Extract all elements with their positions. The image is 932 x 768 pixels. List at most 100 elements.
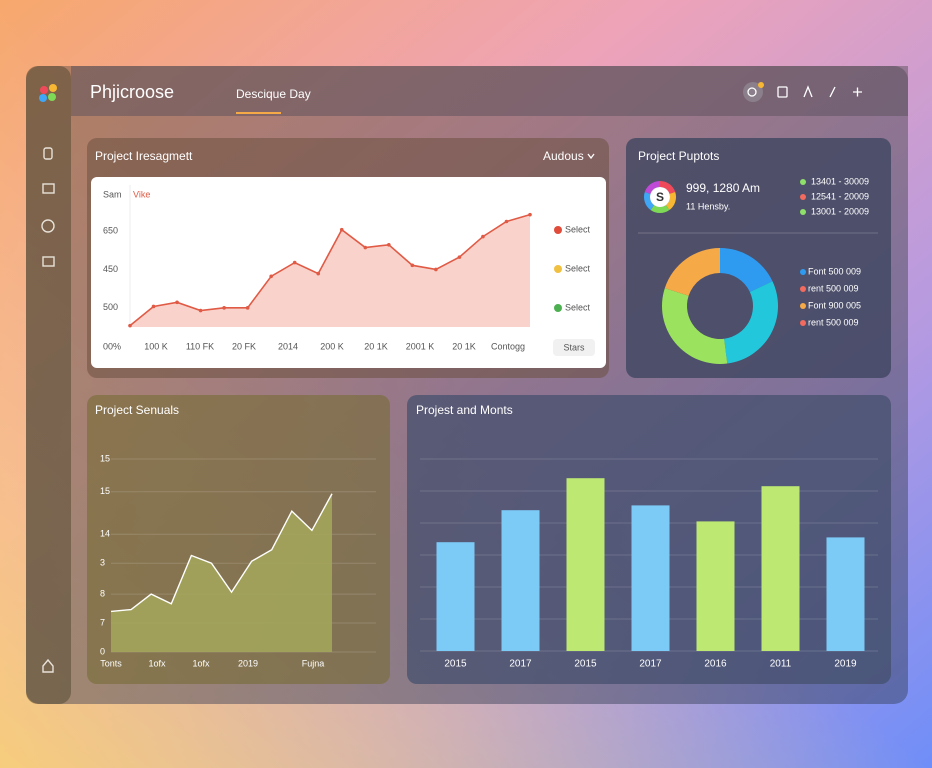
- header-icons[interactable]: [743, 82, 862, 102]
- line-point: [339, 227, 344, 232]
- line-point: [245, 306, 250, 310]
- line-point: [504, 219, 509, 224]
- x-tick-label: Tonts: [100, 658, 122, 668]
- line-area: [130, 214, 530, 327]
- x-tick-label: 20 1K: [452, 341, 476, 351]
- range-label: 13001 - 20009: [811, 206, 869, 216]
- x-tick-label: 2011: [770, 659, 792, 670]
- line-point: [316, 271, 321, 276]
- legend-dot: [554, 304, 562, 312]
- bar: [566, 478, 605, 651]
- legend-label: Font 900 005: [808, 300, 861, 310]
- range-label: 13401 - 30009: [811, 176, 869, 186]
- panel-title: Project Puptots: [638, 149, 719, 163]
- line-point: [363, 245, 368, 250]
- legend-label: Font 500 009: [808, 266, 861, 276]
- line-point: [222, 306, 226, 310]
- header-bar: [71, 66, 908, 116]
- donut-segment: [662, 288, 728, 364]
- x-tick-label: 2014: [278, 341, 298, 351]
- legend-dot: [800, 303, 806, 309]
- x-tick-label: Contogg: [491, 341, 525, 351]
- sidebar: [26, 66, 71, 704]
- line-point: [151, 304, 156, 309]
- panel: [626, 138, 891, 378]
- x-tick-label: 1ofx: [192, 658, 210, 668]
- line-point: [410, 263, 415, 268]
- legend-dot: [554, 265, 562, 273]
- y-tick-label: 0: [100, 646, 105, 656]
- x-tick-label: 2017: [639, 659, 662, 670]
- legend-dot: [800, 286, 806, 292]
- y-tick-label: 14: [100, 529, 110, 539]
- dropdown-caret[interactable]: [587, 153, 595, 160]
- bar: [696, 521, 735, 651]
- line-point: [528, 212, 532, 217]
- donut-segment: [720, 248, 773, 292]
- logo-core: [650, 187, 670, 207]
- y-tick-label: 450: [103, 264, 118, 274]
- area: [111, 493, 332, 652]
- x-tick-label: 2016: [704, 659, 727, 670]
- legend-dot: [800, 269, 806, 275]
- x-tick-label: 20 FK: [232, 341, 256, 351]
- y-tick-label: 650: [103, 225, 118, 235]
- x-tick-label: Fujna: [302, 658, 325, 668]
- y-tick-label: 7: [100, 617, 105, 627]
- legend-label: Vike: [133, 189, 150, 199]
- x-tick-label: 100 K: [144, 341, 168, 351]
- app-logo: [39, 84, 57, 102]
- line-point: [175, 300, 179, 305]
- legend-label: Select: [565, 263, 591, 273]
- x-tick-label: 2017: [509, 659, 532, 670]
- x-tick-label: 2019: [238, 658, 258, 668]
- line-point: [434, 267, 438, 272]
- y-tick-label: 3: [100, 558, 105, 568]
- brand-name: Phjicroose: [90, 82, 174, 102]
- y-tick-label: 500: [103, 302, 118, 312]
- x-tick-label: 2015: [574, 659, 597, 670]
- range-dot: [800, 209, 806, 215]
- line-point: [269, 274, 273, 279]
- donut-segment: [724, 281, 779, 364]
- legend-label: Select: [565, 302, 591, 312]
- stat-sub: 11 Hensby.: [686, 201, 730, 211]
- line-point: [198, 308, 203, 313]
- x-tick-label: 2001 K: [406, 341, 435, 351]
- line-point: [457, 255, 462, 259]
- nav-tab[interactable]: Descique Day: [236, 87, 311, 101]
- bar: [501, 510, 540, 651]
- y-tick-label: 15: [100, 486, 110, 496]
- x-tick-label: 110 FK: [186, 341, 214, 351]
- dropdown[interactable]: Audous: [543, 149, 584, 163]
- button[interactable]: [553, 339, 595, 356]
- panel-title: Project Iresagmett: [95, 149, 193, 163]
- panel-title: Project Senuals: [95, 403, 179, 417]
- button-label[interactable]: Stars: [563, 342, 585, 352]
- legend-dot: [554, 226, 562, 234]
- logo-letter: S: [656, 190, 664, 204]
- legend-label: Sam: [103, 189, 122, 199]
- area-line: [110, 493, 333, 613]
- x-tick-label: 00%: [103, 341, 121, 351]
- line-point: [292, 260, 297, 265]
- logo-ring: [660, 181, 676, 194]
- x-tick-label: 2015: [444, 659, 467, 670]
- y-tick-label: 8: [100, 588, 105, 598]
- x-tick-label: 2019: [834, 659, 857, 670]
- legend-label: Select: [565, 224, 591, 234]
- x-tick-label: 200 K: [320, 341, 344, 351]
- bar: [631, 505, 670, 651]
- bar: [761, 486, 800, 651]
- logo-ring: [644, 192, 655, 210]
- sidebar-icons[interactable]: [41, 147, 55, 673]
- tab-underline: [236, 112, 281, 114]
- legend-dot: [800, 320, 806, 326]
- logo-ring: [650, 205, 670, 213]
- line-point: [387, 243, 391, 247]
- panel-title: Projest and Monts: [416, 403, 513, 417]
- line: [129, 213, 531, 327]
- donut-segment: [664, 248, 720, 296]
- line-point: [128, 323, 132, 328]
